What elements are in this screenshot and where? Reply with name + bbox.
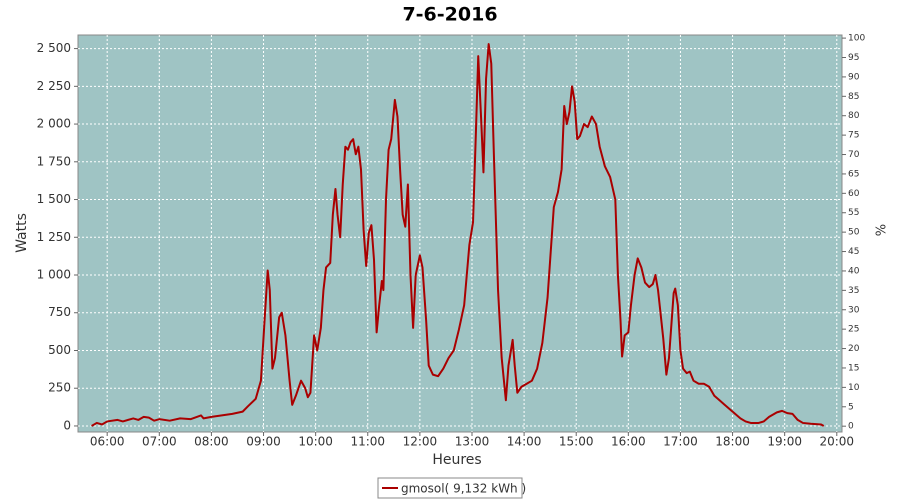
y2-tick-label: 80	[848, 111, 860, 121]
y2-tick-label: 15	[848, 363, 859, 373]
y2-tick-label: 55	[848, 208, 859, 218]
y2-tick-label: 70	[848, 150, 860, 160]
x-tick-label: 20:00	[819, 435, 854, 449]
x-axis-label: Heures	[432, 452, 481, 468]
y-tick-label: 1 250	[37, 230, 71, 244]
y-tick-label: 750	[48, 305, 71, 319]
y-tick-label: 1 500	[37, 192, 71, 206]
y-tick-label: 1 750	[37, 154, 71, 168]
x-tick-label: 08:00	[194, 435, 229, 449]
y2-tick-label: 40	[848, 266, 860, 276]
y2-axis-label: %	[875, 224, 890, 236]
x-tick-label: 18:00	[715, 435, 750, 449]
y2-tick-label: 35	[848, 286, 859, 296]
y2-tick-label: 60	[848, 189, 860, 199]
y2-tick-label: 50	[848, 228, 860, 238]
x-tick-label: 14:00	[507, 435, 542, 449]
y2-tick-label: 10	[848, 383, 860, 393]
y2-tick-label: 45	[848, 247, 859, 257]
y2-tick-label: 75	[848, 131, 859, 141]
y2-tick-label: 30	[848, 305, 860, 315]
y-axis-label: Watts	[14, 213, 30, 253]
y2-tick-label: 0	[848, 422, 854, 432]
y-tick-label: 2 500	[37, 41, 71, 55]
y2-tick-label: 85	[848, 92, 859, 102]
y2-tick-label: 100	[848, 34, 865, 44]
y2-tick-label: 95	[848, 53, 859, 63]
y-tick-label: 1 000	[37, 268, 71, 282]
y2-tick-label: 65	[848, 169, 859, 179]
x-tick-label: 10:00	[298, 435, 333, 449]
x-tick-label: 09:00	[246, 435, 281, 449]
x-tick-label: 15:00	[559, 435, 594, 449]
x-tick-label: 07:00	[142, 435, 177, 449]
x-tick-label: 11:00	[350, 435, 385, 449]
x-tick-label: 17:00	[663, 435, 698, 449]
y2-tick-label: 5	[848, 402, 854, 412]
x-tick-label: 16:00	[611, 435, 646, 449]
y2-tick-label: 25	[848, 325, 859, 335]
plot-area	[77, 34, 843, 433]
y-tick-label: 250	[48, 381, 71, 395]
x-tick-label: 19:00	[767, 435, 802, 449]
legend	[377, 477, 523, 499]
y-tick-label: 0	[63, 418, 71, 432]
y2-tick-label: 90	[848, 72, 860, 82]
y-tick-label: 500	[48, 343, 71, 357]
y-tick-label: 2 250	[37, 79, 71, 93]
x-tick-label: 12:00	[403, 435, 438, 449]
x-tick-label: 13:00	[455, 435, 490, 449]
chart-title: 7-6-2016	[402, 4, 497, 26]
series-line	[91, 43, 825, 427]
y-tick-label: 2 000	[37, 117, 71, 131]
legend-label: gmosol( 9,132 kWh )	[401, 482, 526, 496]
x-tick-label: 06:00	[90, 435, 125, 449]
y2-tick-label: 20	[848, 344, 860, 354]
